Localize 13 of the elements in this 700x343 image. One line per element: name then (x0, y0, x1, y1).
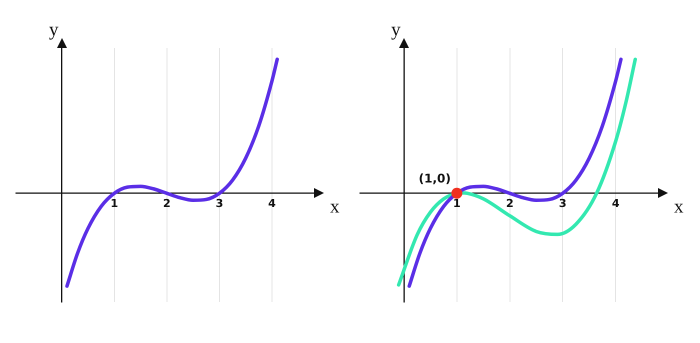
x-tick-label: 1 (110, 196, 118, 210)
annotation: (1,0) (418, 171, 451, 186)
x-tick-label: 3 (558, 196, 567, 210)
x-tick-label: 4 (268, 196, 276, 210)
x-tick-label: 4 (612, 196, 620, 210)
x-tick-label: 1 (453, 196, 461, 210)
x-tick-label: 2 (506, 196, 514, 210)
x-tick-label: 3 (216, 196, 224, 210)
x-tick-label: 2 (163, 196, 171, 210)
x-axis-title: x (330, 196, 340, 218)
y-axis-title: y (391, 19, 402, 40)
y-axis-title: y (48, 19, 59, 40)
x-axis-title: x (674, 196, 684, 218)
